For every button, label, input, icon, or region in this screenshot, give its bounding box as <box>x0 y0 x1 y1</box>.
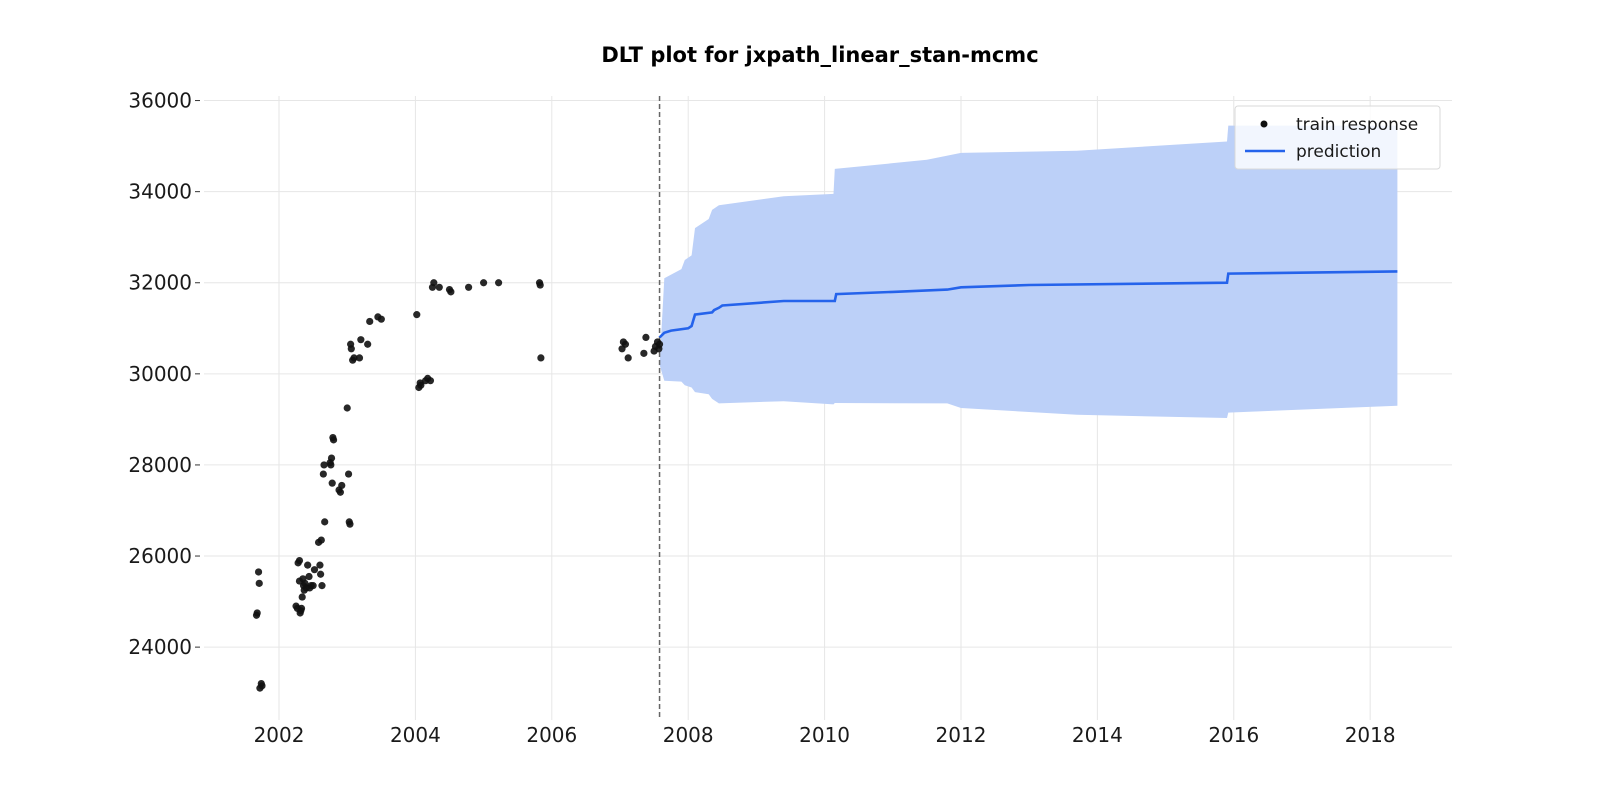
train-response-point <box>465 283 473 291</box>
y-tick-label: 36000 <box>128 89 192 113</box>
train-response-point <box>254 568 263 576</box>
train-response-point <box>377 315 385 323</box>
train-response-point <box>344 470 353 478</box>
y-tick-label: 24000 <box>128 635 192 659</box>
train-response-point <box>355 354 364 362</box>
train-response-point <box>366 317 374 326</box>
train-response-point <box>295 556 304 565</box>
train-response-point <box>297 604 306 613</box>
train-response-point <box>304 561 312 569</box>
y-axis: 24000 26000 28000 30000 32000 34000 36000 <box>128 89 200 659</box>
train-response-point <box>655 340 664 348</box>
legend-prediction-label: prediction <box>1296 142 1381 162</box>
x-tick-label: 2004 <box>390 723 441 747</box>
train-response-point <box>430 279 438 287</box>
train-response-point <box>364 340 372 348</box>
train-response-point <box>642 333 650 342</box>
train-response-point <box>317 536 325 544</box>
train-response-point <box>537 354 545 362</box>
legend: train response prediction <box>1234 105 1441 170</box>
train-response-point <box>435 283 443 291</box>
train-response-points <box>252 279 664 692</box>
train-response-point <box>347 345 355 353</box>
prediction-band <box>659 125 1398 418</box>
train-response-point <box>328 479 336 487</box>
prediction-series-line <box>658 270 1398 339</box>
y-tick-label: 34000 <box>128 180 192 204</box>
train-response-point <box>338 481 346 490</box>
train-response-point <box>536 281 544 289</box>
train-response-point <box>624 354 632 362</box>
train-response-point <box>327 454 336 462</box>
x-tick-label: 2006 <box>526 723 577 747</box>
legend-train-response-marker <box>1260 120 1268 128</box>
train-response-point <box>346 520 354 528</box>
train-response-point <box>305 572 313 581</box>
y-tick-label: 32000 <box>128 271 192 295</box>
train-response-point <box>255 579 263 587</box>
x-tick-label: 2010 <box>799 723 850 747</box>
x-tick-label: 2002 <box>254 723 305 747</box>
x-tick-label: 2008 <box>663 723 714 747</box>
train-response-point <box>417 381 425 389</box>
train-response-point <box>317 570 325 578</box>
train-response-point <box>621 340 630 348</box>
train-response-point <box>640 349 648 357</box>
train-response-point <box>321 518 329 526</box>
x-tick-label: 2018 <box>1345 723 1396 747</box>
train-response-point <box>336 488 344 496</box>
train-response-point <box>258 682 266 690</box>
chart-title: DLT plot for jxpath_linear_stan-mcmc <box>601 43 1038 67</box>
train-response-point <box>350 354 358 362</box>
train-response-point <box>316 561 324 569</box>
train-response-point <box>495 279 503 287</box>
train-response-point <box>357 336 365 344</box>
y-tick-label: 30000 <box>128 362 192 386</box>
train-response-point <box>298 593 306 601</box>
train-response-point <box>413 311 421 319</box>
train-response-point <box>343 404 351 412</box>
train-response-point <box>329 436 338 444</box>
train-response-point <box>426 377 435 385</box>
x-axis: 2002 2004 2006 2008 2010 2012 2014 2016 2018 <box>254 723 1396 747</box>
prediction-interval-area <box>659 125 1398 418</box>
train-response-point <box>318 582 326 590</box>
y-tick-label: 28000 <box>128 453 192 477</box>
train-response-point <box>320 461 328 469</box>
train-response-point <box>309 582 317 590</box>
train-response-point <box>327 461 335 469</box>
legend-train-response-label: train response <box>1296 115 1418 135</box>
x-tick-label: 2012 <box>936 723 987 747</box>
train-response-point <box>480 279 488 287</box>
x-tick-label: 2014 <box>1072 723 1123 747</box>
prediction-line <box>658 270 1398 339</box>
legend-box <box>1234 105 1441 170</box>
train-response-point <box>310 566 319 574</box>
train-response-point <box>319 470 327 478</box>
x-tick-label: 2016 <box>1208 723 1259 747</box>
y-tick-label: 26000 <box>128 544 192 568</box>
train-response-point <box>253 609 261 617</box>
train-response-point <box>447 288 455 296</box>
